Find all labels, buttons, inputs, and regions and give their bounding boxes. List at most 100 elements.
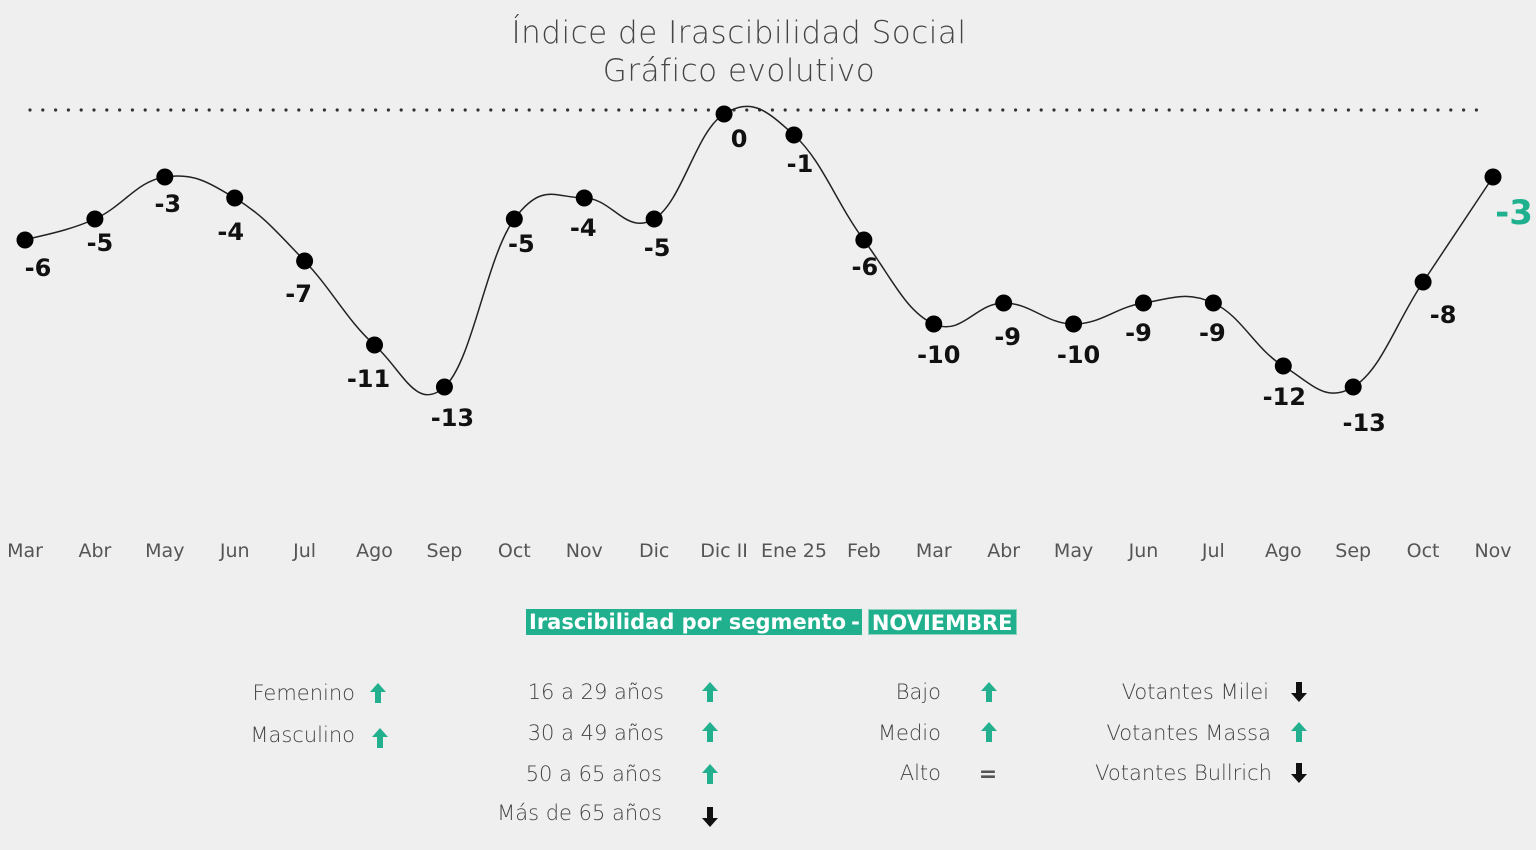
segment-label: Más de 65 años xyxy=(497,801,662,825)
data-label: -8 xyxy=(1430,301,1457,329)
x-tick-label: Sep xyxy=(1335,540,1371,562)
trend-down-icon xyxy=(1288,679,1310,705)
data-point xyxy=(995,294,1013,312)
segment-label: Votantes Bullrich xyxy=(1095,761,1272,785)
x-tick-label: Ago xyxy=(1265,540,1302,562)
segment-banner-title: Irascibilidad por segmento xyxy=(526,609,850,635)
trend-up-icon xyxy=(369,725,391,751)
data-point xyxy=(575,189,593,207)
x-tick-label: May xyxy=(1054,540,1093,562)
equal-icon: = xyxy=(978,762,998,787)
x-tick-label: Jul xyxy=(1201,540,1225,562)
data-label: -11 xyxy=(347,365,390,393)
segment-banner-month: NOVIEMBRE xyxy=(867,609,1017,635)
x-tick-label: Nov xyxy=(1474,540,1511,562)
data-point xyxy=(16,231,34,249)
data-point xyxy=(86,210,104,228)
data-point xyxy=(226,189,244,207)
chart-title: Índice de Irascibilidad Social xyxy=(511,15,967,51)
x-tick-label: Sep xyxy=(427,540,463,562)
data-point xyxy=(1344,378,1362,396)
data-point xyxy=(296,252,314,270)
data-point xyxy=(1414,273,1432,291)
segment-label: Alto xyxy=(899,761,941,785)
x-tick-label: Abr xyxy=(987,540,1020,562)
x-tick-label: Ene 25 xyxy=(761,540,827,562)
segment-label: 30 a 49 años xyxy=(527,721,664,745)
segment-row-femenino: Femenino xyxy=(200,678,355,708)
trend-up-icon xyxy=(699,761,721,787)
x-tick-label: Mar xyxy=(7,540,43,562)
x-tick-label: Ago xyxy=(356,540,393,562)
line-chart: -6 -5 -3 -4 -7 -11 -13 -5 -4 -5 0 -1 -6 -10 -9 -10 -9 -9 -… xyxy=(7,105,1533,562)
segment-row-bullrich: Votantes Bullrich xyxy=(1040,758,1272,788)
x-tick-label: Feb xyxy=(847,540,881,562)
segment-label: 50 a 65 años xyxy=(525,762,662,786)
x-tick-label: Nov xyxy=(566,540,603,562)
segment-label: Femenino xyxy=(252,681,355,705)
data-label: -13 xyxy=(1343,409,1386,437)
data-label: -3 xyxy=(1495,193,1533,233)
segment-row-masculino: Masculino xyxy=(200,720,355,750)
x-tick-label: Jul xyxy=(292,540,316,562)
chart-subtitle: Gráfico evolutivo xyxy=(602,53,876,89)
trend-up-icon xyxy=(1288,719,1310,745)
segment-row-massa: Votantes Massa xyxy=(1040,718,1271,748)
segment-label: Masculino xyxy=(250,723,355,747)
trend-up-icon xyxy=(978,679,1000,705)
x-tick-label: May xyxy=(145,540,184,562)
data-point xyxy=(1065,315,1083,333)
data-label: -4 xyxy=(570,214,597,242)
data-point xyxy=(925,315,943,333)
trend-up-icon xyxy=(367,680,389,706)
x-tick-label: Oct xyxy=(498,540,531,562)
x-tick-label: Oct xyxy=(1407,540,1440,562)
x-tick-label: Jun xyxy=(219,540,250,562)
trend-down-icon xyxy=(699,804,721,830)
trend-down-icon xyxy=(1288,760,1310,786)
data-label: -10 xyxy=(917,341,960,369)
data-point xyxy=(156,168,174,186)
data-label: -9 xyxy=(994,323,1021,351)
segment-row-30-49: 30 a 49 años xyxy=(440,718,664,748)
data-label: -6 xyxy=(25,254,52,282)
series-line xyxy=(24,105,1494,396)
data-label: -3 xyxy=(154,190,181,218)
data-label: -5 xyxy=(644,234,671,262)
data-label: -5 xyxy=(87,229,114,257)
segment-row-50-65: 50 a 65 años xyxy=(440,759,662,789)
data-point xyxy=(785,126,803,144)
segment-row-bajo: Bajo xyxy=(820,677,941,707)
data-label: -12 xyxy=(1263,383,1306,411)
data-label: -13 xyxy=(431,404,474,432)
data-point xyxy=(366,336,384,354)
segment-label: Medio xyxy=(877,721,941,745)
data-label: -4 xyxy=(217,218,244,246)
data-point xyxy=(645,210,663,228)
data-label: -10 xyxy=(1057,341,1100,369)
trend-up-icon xyxy=(978,719,1000,745)
data-label: -1 xyxy=(787,150,814,178)
data-label: 0 xyxy=(731,125,748,153)
chart-title-block: Índice de Irascibilidad Social Gráfico e… xyxy=(0,14,1478,90)
data-point xyxy=(1484,168,1502,186)
data-point xyxy=(505,210,523,228)
segment-row-milei: Votantes Milei xyxy=(1040,677,1269,707)
segment-label: Votantes Milei xyxy=(1121,680,1269,704)
data-point xyxy=(435,378,453,396)
segment-row-medio: Medio xyxy=(820,718,941,748)
data-label: -5 xyxy=(508,230,535,258)
x-tick-label: Dic II xyxy=(700,540,748,562)
data-label: -7 xyxy=(285,280,312,308)
data-point xyxy=(1274,357,1292,375)
x-tick-label: Mar xyxy=(916,540,952,562)
data-point xyxy=(1204,294,1222,312)
data-label: -9 xyxy=(1199,319,1226,347)
data-label: -9 xyxy=(1125,319,1152,347)
segment-label: Votantes Massa xyxy=(1106,721,1271,745)
data-label: -6 xyxy=(852,253,879,281)
segment-label: Bajo xyxy=(895,680,941,704)
data-point xyxy=(715,105,733,123)
segment-label: 16 a 29 años xyxy=(527,680,664,704)
segment-row-16-29: 16 a 29 años xyxy=(440,677,664,707)
